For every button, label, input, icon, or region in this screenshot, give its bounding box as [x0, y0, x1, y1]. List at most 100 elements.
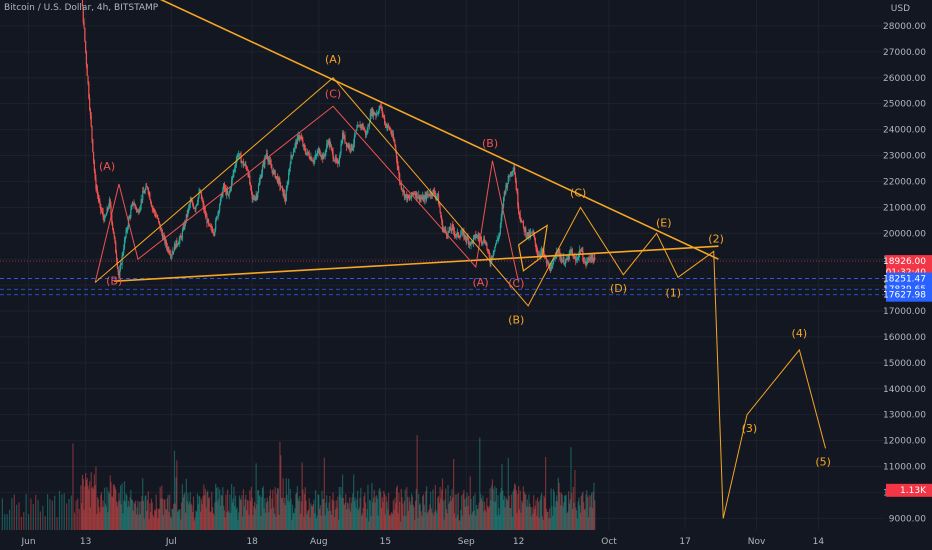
volume-bar [384, 493, 386, 530]
volume-bar [277, 488, 279, 530]
volume-bar [142, 478, 144, 530]
candle-body [437, 193, 440, 205]
candle-body [229, 188, 231, 193]
volume-bar [525, 506, 528, 530]
volume-bar [560, 505, 562, 530]
volume-bar [399, 521, 402, 530]
candle-body [200, 192, 203, 199]
volume-bar [194, 517, 196, 530]
volume-bar [435, 509, 437, 530]
candle-body [565, 258, 567, 261]
volume-bar [524, 493, 526, 530]
volume-bar [421, 515, 423, 530]
volume-bar [496, 515, 498, 530]
volume-bar [280, 497, 283, 530]
candle-body [527, 232, 529, 238]
volume-bar [112, 496, 114, 530]
candle-body [373, 111, 375, 115]
volume-bar [303, 516, 305, 530]
volume-bar [464, 499, 466, 530]
candle-body [366, 131, 368, 134]
candle-body [466, 237, 468, 241]
volume-bar [349, 497, 351, 530]
volume-bar [183, 494, 185, 530]
candle-body [316, 153, 318, 155]
ticker-label: Bitcoin / U.S. Dollar, 4h, BITSTAMP [4, 3, 159, 13]
candle-body [514, 167, 516, 175]
candle-body [274, 170, 276, 178]
candle-body [332, 151, 334, 159]
volume-bar [81, 503, 83, 530]
volume-bar [442, 500, 444, 530]
volume-bar [324, 515, 326, 530]
volume-bar [580, 495, 582, 530]
volume-bar [422, 496, 424, 530]
volume-bar [433, 515, 435, 530]
volume-bar [117, 501, 119, 530]
candle-body [448, 230, 450, 232]
volume-bar [128, 506, 130, 530]
volume-bar [265, 502, 268, 530]
x-tick-label: Aug [310, 537, 328, 547]
candle-body [476, 235, 478, 238]
volume-bar [427, 511, 429, 530]
volume-bar [563, 502, 565, 530]
volume-bar [413, 506, 415, 530]
volume-bar [381, 497, 383, 530]
volume-bar [104, 487, 106, 530]
volume-bar [414, 500, 417, 530]
volume-bar [484, 509, 486, 530]
volume-bar [346, 502, 348, 530]
volume-bar [175, 477, 177, 530]
volume-bars [1, 435, 596, 530]
volume-bar [248, 514, 250, 530]
volume-bar [362, 508, 364, 530]
candle-body [485, 243, 487, 245]
candle-body [310, 157, 312, 160]
candle-body [551, 266, 553, 268]
candle-body [253, 197, 255, 199]
volume-bar [584, 508, 586, 530]
candle-body [324, 154, 326, 156]
volume-bar [257, 489, 260, 530]
volume-bar [170, 518, 172, 530]
candle-body [179, 236, 181, 240]
candle-body [464, 234, 467, 239]
candle-body [349, 149, 352, 151]
volume-bar [566, 513, 568, 530]
candle-body [253, 198, 256, 200]
candle-body [295, 141, 298, 145]
volume-bar [352, 493, 354, 530]
volume-bar [172, 508, 174, 530]
candle-body [173, 244, 176, 252]
volume-bar [552, 489, 555, 530]
wave-label: (A) [99, 160, 115, 173]
volume-bar [576, 518, 578, 530]
candle-body [284, 198, 287, 202]
candle-body [292, 155, 294, 157]
volume-bar [283, 503, 285, 530]
volume-bar [446, 513, 448, 530]
volume-bar [145, 495, 147, 530]
candle-body [560, 257, 562, 259]
volume-bar [215, 487, 218, 530]
candle-body [172, 251, 174, 255]
volume-bar [285, 478, 287, 530]
candle-body [242, 161, 244, 163]
candle-body [579, 249, 581, 254]
wave-label: (A) [473, 276, 489, 289]
volume-bar [303, 493, 306, 530]
volume-bar [513, 488, 515, 530]
volume-bar [464, 506, 467, 530]
candle-body [506, 184, 508, 188]
candle-body [567, 256, 569, 260]
wave-label: (D) [610, 282, 627, 295]
candle-body [518, 205, 520, 214]
volume-bar [504, 507, 506, 530]
candle-body [503, 191, 505, 197]
candle-body [146, 186, 148, 188]
candle-body [202, 201, 204, 204]
candle-body [180, 237, 183, 239]
volume-bar [371, 482, 373, 530]
